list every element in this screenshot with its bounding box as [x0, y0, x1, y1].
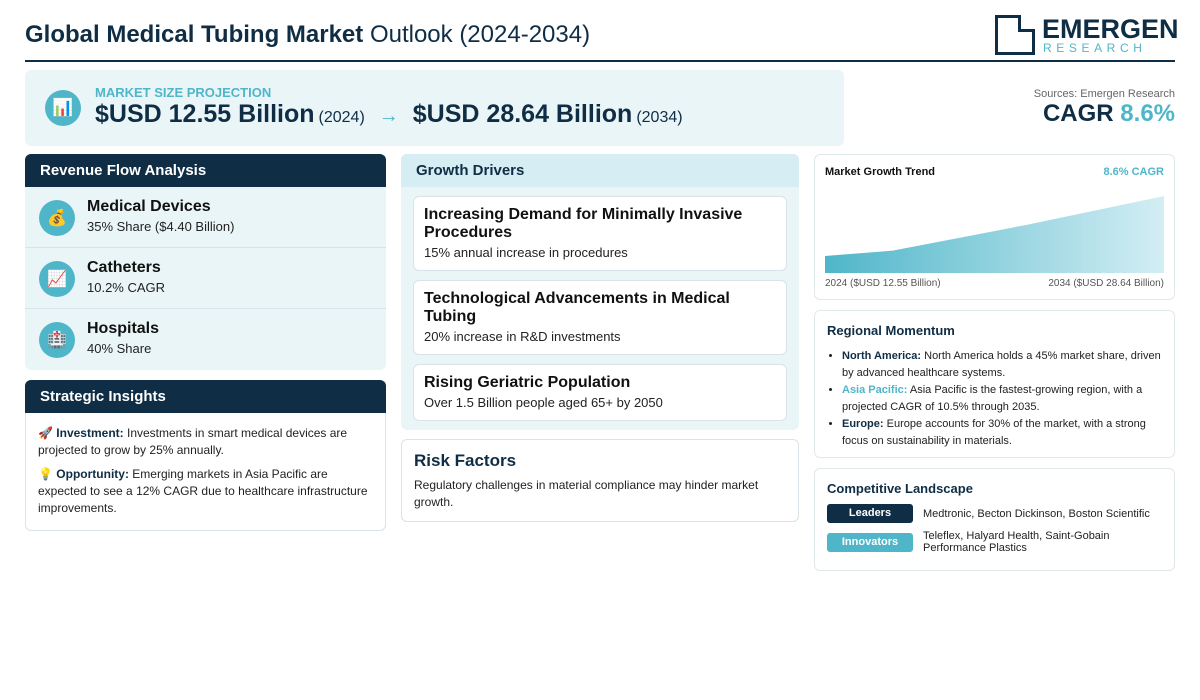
strategic-insights-heading: Strategic Insights: [25, 380, 386, 413]
driver-sub: Over 1.5 Billion people aged 65+ by 2050: [424, 395, 663, 410]
trend-start-label: 2024 ($USD 12.55 Billion): [825, 278, 941, 289]
revenue-item-hospitals: 🏥 Hospitals 40% Share: [25, 309, 386, 370]
driver-card: Increasing Demand for Minimally Invasive…: [413, 196, 787, 271]
region-label: North America:: [842, 350, 922, 362]
leaders-text: Medtronic, Becton Dickinson, Boston Scie…: [923, 507, 1150, 520]
trend-up-icon: 📈: [39, 261, 75, 297]
innovators-text: Teleflex, Halyard Health, Saint-Gobain P…: [923, 530, 1110, 554]
cagr-summary: CAGR 8.6%: [1043, 100, 1175, 128]
revenue-flow-heading: Revenue Flow Analysis: [25, 154, 386, 187]
projection-start-value: $USD 12.55 Billion: [95, 100, 315, 128]
page-title: Global Medical Tubing Market Outlook (20…: [25, 21, 590, 49]
trend-area: [825, 196, 1164, 273]
region-asia-pacific: Asia Pacific: Asia Pacific is the fastes…: [842, 382, 1162, 416]
cagr-value: 8.6%: [1120, 100, 1175, 127]
hospital-icon: 🏥: [39, 322, 75, 358]
emergen-logo: EMERGEN RESEARCH: [995, 14, 1179, 56]
region-text: Asia Pacific is the fastest-growing regi…: [842, 384, 1143, 413]
region-text: North America holds a 45% market share, …: [842, 350, 1161, 379]
revenue-item-sub: 40% Share: [87, 341, 152, 356]
competitive-landscape-heading: Competitive Landscape: [827, 481, 973, 496]
projection-end-value: $USD 28.64 Billion: [412, 100, 633, 128]
revenue-flow-panel: Revenue Flow Analysis 💰 Medical Devices …: [25, 154, 386, 370]
insight-text: Investments in smart medical devices are…: [38, 426, 348, 457]
risk-factors-heading: Risk Factors: [414, 451, 517, 470]
innovators-row: Innovators Teleflex, Halyard Health, Sai…: [827, 530, 1163, 554]
revenue-item-medical-devices: 💰 Medical Devices 35% Share ($4.40 Billi…: [25, 187, 386, 248]
driver-sub: 15% annual increase in procedures: [424, 245, 628, 260]
driver-sub: 20% increase in R&D investments: [424, 329, 621, 344]
driver-title: Rising Geriatric Population: [424, 374, 631, 391]
trend-title: Market Growth Trend: [825, 166, 936, 178]
risk-factors-text: Regulatory challenges in material compli…: [414, 478, 759, 509]
competitive-landscape-panel: Competitive Landscape Leaders Medtronic,…: [814, 468, 1175, 571]
region-north-america: North America: North America holds a 45%…: [842, 348, 1162, 382]
region-text: Europe accounts for 30% of the market, w…: [842, 418, 1146, 447]
projection-values: $USD 12.55 Billion (2024) → $USD 28.64 Bill…: [95, 100, 683, 129]
trend-end-label: 2034 ($USD 28.64 Billion): [1048, 278, 1164, 289]
sources-text: Sources: Emergen Research: [1033, 88, 1175, 100]
regional-momentum-heading: Regional Momentum: [827, 323, 955, 338]
regional-momentum-panel: Regional Momentum North America: North A…: [814, 310, 1175, 458]
strategic-insights-panel: Strategic Insights 🚀 Investment: Investm…: [25, 380, 386, 531]
market-growth-trend-panel: Market Growth Trend 8.6% CAGR 2024 ($USD…: [814, 154, 1175, 300]
money-bag-icon: 💰: [39, 200, 75, 236]
logo-mark-icon: [995, 15, 1035, 55]
chart-icon: 📊: [45, 90, 81, 126]
projection-start-year: (2024): [318, 109, 365, 126]
market-size-projection: 📊 MARKET SIZE PROJECTION $USD 12.55 Bill…: [25, 70, 844, 146]
region-label: Asia Pacific:: [842, 384, 908, 396]
leaders-badge: Leaders: [827, 504, 913, 523]
driver-title: Technological Advancements in Medical Tu…: [424, 290, 730, 325]
projection-end-year: (2034): [636, 109, 683, 126]
insight-text: Emerging markets in Asia Pacific are exp…: [38, 467, 368, 515]
logo-sub: RESEARCH: [1043, 41, 1147, 55]
driver-card: Rising Geriatric Population Over 1.5 Bil…: [413, 364, 787, 421]
insight-label: Opportunity:: [56, 467, 129, 481]
risk-factors-panel: Risk Factors Regulatory challenges in ma…: [401, 439, 799, 522]
driver-card: Technological Advancements in Medical Tu…: [413, 280, 787, 355]
trend-cagr: 8.6% CAGR: [1103, 166, 1164, 178]
header: Global Medical Tubing Market Outlook (20…: [25, 12, 1179, 62]
regional-list: North America: North America holds a 45%…: [827, 348, 1162, 450]
page-title-bold: Global Medical Tubing Market: [25, 21, 364, 48]
arrow-right-icon: →: [378, 105, 399, 127]
region-label: Europe:: [842, 418, 884, 430]
cagr-label: CAGR: [1042, 100, 1114, 127]
insight-investment: 🚀 Investment: Investments in smart medic…: [38, 425, 373, 459]
trend-area-chart: [825, 196, 1164, 273]
projection-label: MARKET SIZE PROJECTION: [95, 85, 272, 100]
revenue-item-title: Hospitals: [87, 320, 160, 337]
revenue-item-title: Catheters: [87, 259, 161, 276]
rocket-icon: 🚀: [38, 426, 53, 440]
page-title-rest: Outlook (2024-2034): [369, 21, 591, 48]
leaders-row: Leaders Medtronic, Becton Dickinson, Bos…: [827, 504, 1163, 523]
innovators-badge: Innovators: [827, 532, 913, 552]
driver-title: Increasing Demand for Minimally Invasive…: [424, 206, 743, 241]
insight-label: Investment:: [56, 426, 124, 440]
logo-name: EMERGEN: [1042, 14, 1179, 44]
growth-drivers-panel: Growth Drivers Increasing Demand for Min…: [401, 154, 799, 430]
region-europe: Europe: Europe accounts for 30% of the m…: [842, 416, 1162, 450]
growth-drivers-heading: Growth Drivers: [401, 154, 799, 187]
insight-opportunity: 💡 Opportunity: Emerging markets in Asia …: [38, 466, 373, 517]
revenue-item-sub: 35% Share ($4.40 Billion): [87, 219, 235, 234]
revenue-item-title: Medical Devices: [87, 198, 211, 215]
revenue-item-sub: 10.2% CAGR: [87, 280, 166, 295]
lightbulb-icon: 💡: [38, 467, 53, 481]
revenue-item-catheters: 📈 Catheters 10.2% CAGR: [25, 248, 386, 309]
